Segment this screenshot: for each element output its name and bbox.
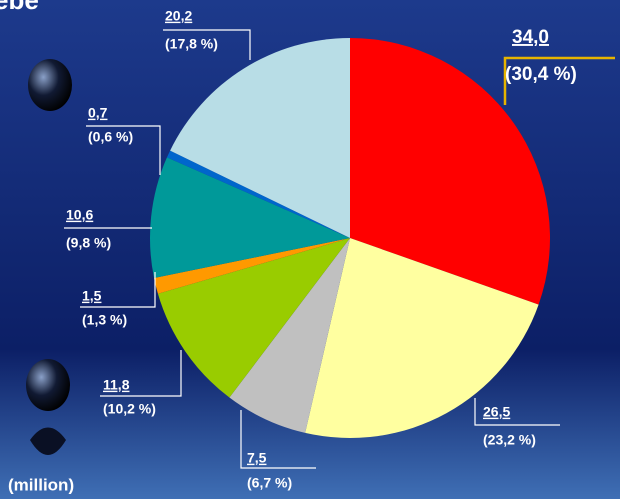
pie xyxy=(150,38,550,438)
percent-label: (10,2 %) xyxy=(103,401,156,417)
labels: 34,0 (30,4 %) 26,5 (23,2 %) 7,5 (6,7 %) 11,8 (1… xyxy=(64,8,615,491)
value-label: 1,5 xyxy=(82,288,102,304)
leader-line xyxy=(503,56,615,105)
water-drop xyxy=(28,59,72,111)
value-label: 7,5 xyxy=(247,450,267,466)
value-label: 0,7 xyxy=(88,105,108,121)
pie-slice xyxy=(154,238,350,294)
pie-slice xyxy=(157,238,350,398)
percent-label: (9,8 %) xyxy=(66,235,111,251)
leader-line xyxy=(86,125,161,175)
leader-line xyxy=(100,350,182,397)
leader-line xyxy=(80,272,156,308)
pie-slice xyxy=(229,238,350,433)
value-label: 11,8 xyxy=(103,377,130,393)
pie-slice xyxy=(170,38,350,238)
water-drop xyxy=(26,359,70,411)
percent-label: (6,7 %) xyxy=(247,475,292,491)
unit-label: (million) xyxy=(8,475,74,494)
value-label: 34,0 xyxy=(512,27,549,48)
value-label: 20,2 xyxy=(165,8,192,24)
pie-slice xyxy=(305,238,539,438)
percent-label: (17,8 %) xyxy=(165,36,218,52)
leader-line xyxy=(474,398,560,426)
leader-line xyxy=(163,29,251,60)
pie-slice xyxy=(350,38,550,305)
pie-slice xyxy=(150,157,350,278)
pie-slice xyxy=(166,150,350,238)
percent-label: (30,4 %) xyxy=(505,64,577,85)
percent-label: (0,6 %) xyxy=(88,129,133,145)
chart-title: ebe xyxy=(0,0,39,15)
value-label: 26,5 xyxy=(483,404,510,420)
percent-label: (1,3 %) xyxy=(82,312,127,328)
water-splash xyxy=(30,427,66,455)
leader-line xyxy=(240,410,316,469)
percent-label: (23,2 %) xyxy=(483,432,536,448)
value-label: 10,6 xyxy=(66,207,93,223)
